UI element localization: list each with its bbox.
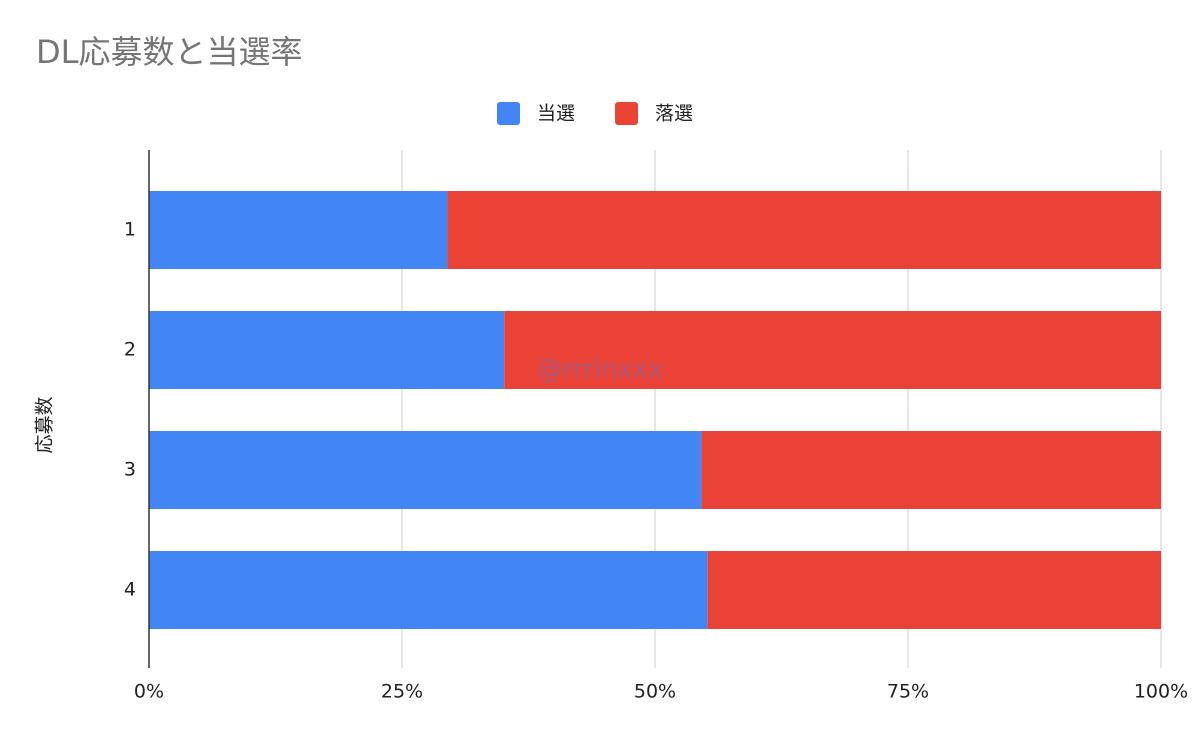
bars: 1 2 3 4 <box>124 191 1161 629</box>
y-tick-label: 1 <box>124 219 136 241</box>
y-tick-label: 3 <box>124 459 136 481</box>
x-tick-label: 25% <box>381 681 423 703</box>
watermark: @rrrinxxx <box>536 355 663 385</box>
y-axis-label: 応募数 <box>34 396 56 453</box>
bar-segment <box>149 311 505 389</box>
legend-swatch <box>497 102 520 125</box>
legend-label: 当選 <box>537 103 575 125</box>
bar-segment <box>701 431 1161 509</box>
bar-segment <box>447 191 1161 269</box>
bar-segment <box>149 431 702 509</box>
x-tick-label: 0% <box>134 681 164 703</box>
bar-segment <box>149 551 708 629</box>
x-tick-label: 100% <box>1134 681 1188 703</box>
y-tick-label: 2 <box>124 339 136 361</box>
x-tick-label: 75% <box>887 681 929 703</box>
legend-label: 落選 <box>655 103 693 125</box>
bar-segment <box>707 551 1161 629</box>
chart-title: DL応募数と当選率 <box>36 33 302 71</box>
y-tick-label: 4 <box>124 579 136 601</box>
legend: 当選 落選 <box>497 102 693 125</box>
bar-segment <box>149 191 448 269</box>
bar-segment <box>504 311 1161 389</box>
x-tick-label: 50% <box>634 681 676 703</box>
legend-swatch <box>615 102 639 125</box>
